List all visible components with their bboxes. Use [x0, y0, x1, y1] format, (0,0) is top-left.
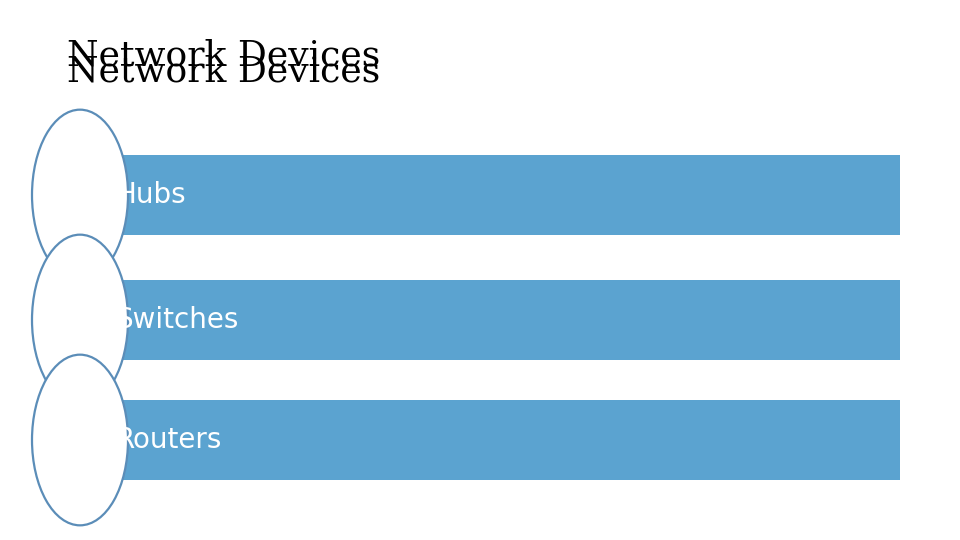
Text: Hubs: Hubs — [115, 181, 185, 209]
Bar — [100, 280, 900, 360]
Ellipse shape — [32, 110, 128, 280]
Bar — [100, 400, 900, 480]
Ellipse shape — [32, 355, 128, 525]
Bar — [100, 155, 900, 235]
Text: Routers: Routers — [115, 426, 222, 454]
Text: Network Devices: Network Devices — [67, 55, 380, 89]
Ellipse shape — [32, 235, 128, 406]
Text: Switches: Switches — [115, 306, 238, 334]
Text: Network Devices: Network Devices — [67, 38, 380, 72]
